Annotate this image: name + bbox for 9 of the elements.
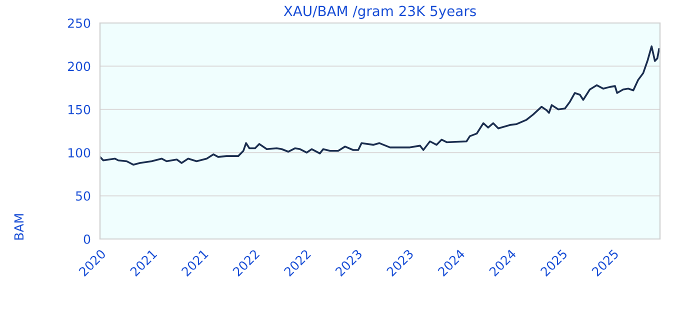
y-axis-title: BAM <box>14 214 24 240</box>
y-tick-label: 100 <box>68 148 90 158</box>
y-tick-label: 250 <box>68 18 90 28</box>
chart-title: XAU/BAM /gram 23K 5years <box>284 6 476 19</box>
y-tick-label: 150 <box>68 104 90 114</box>
line-series <box>100 45 660 166</box>
y-tick-label: 50 <box>76 191 90 201</box>
y-tick-label: 200 <box>68 62 90 72</box>
y-tick-label: 0 <box>84 234 90 244</box>
